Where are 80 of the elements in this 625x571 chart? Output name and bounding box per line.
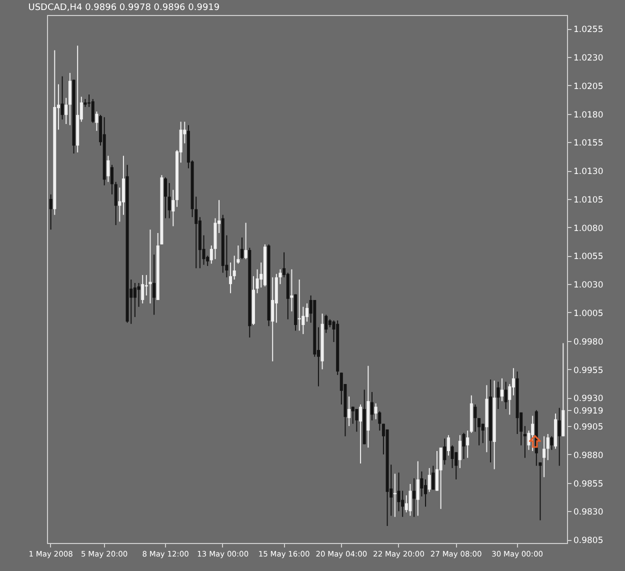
candlestick xyxy=(95,111,98,132)
candlestick xyxy=(232,255,236,280)
candlestick xyxy=(450,444,454,469)
y-tick-label: 0.9830 xyxy=(574,508,604,518)
candlestick xyxy=(504,381,508,410)
candlestick xyxy=(114,181,118,226)
candlestick xyxy=(359,404,362,464)
y-tick-label: 0.9930 xyxy=(574,394,604,404)
candlestick xyxy=(306,302,308,322)
candlestick xyxy=(68,72,72,126)
y-tick-label: 1.0005 xyxy=(574,308,604,319)
candlestick xyxy=(168,182,171,219)
candlestick xyxy=(424,478,428,508)
candlestick xyxy=(404,494,408,513)
y-tick-label: 1.0180 xyxy=(574,110,604,120)
candlestick xyxy=(64,97,68,125)
y-tick-label: 1.0030 xyxy=(574,280,604,291)
candlestick xyxy=(91,98,94,124)
chart-title: USDCAD,H4 0.9896 0.9978 0.9896 0.9919 xyxy=(28,3,220,13)
candlestick xyxy=(546,433,550,461)
candlestick xyxy=(172,189,175,227)
candlestick xyxy=(474,404,477,432)
candlestick xyxy=(240,237,244,260)
y-tick-label: 1.0105 xyxy=(574,195,604,206)
y-tick-label: 1.0205 xyxy=(574,82,604,92)
candlestick xyxy=(512,368,515,396)
candlestick xyxy=(106,155,110,182)
y-tick-label: 1.0255 xyxy=(574,25,604,36)
candlestick xyxy=(446,434,450,456)
y-tick-label: 0.9855 xyxy=(574,479,604,490)
candlestick xyxy=(110,164,114,195)
candlestick xyxy=(133,282,136,318)
candlestick xyxy=(49,194,52,230)
candlestick xyxy=(558,407,561,466)
y-tick-label: 0.9805 xyxy=(574,536,604,546)
y-tick-label: 0.9955 xyxy=(574,366,604,376)
candlestick xyxy=(462,432,466,460)
candlestick xyxy=(478,418,481,446)
y-tick-label: 0.9980 xyxy=(574,337,604,348)
candlestick xyxy=(496,381,500,410)
candlestick xyxy=(348,396,351,427)
candlestick xyxy=(298,279,301,332)
y-tick-label: 1.0230 xyxy=(574,54,604,64)
candlestick xyxy=(443,438,446,466)
candlestick xyxy=(436,450,438,492)
y-tick-label: 1.0080 xyxy=(574,224,604,234)
y-tick-label: 0.9919 xyxy=(574,406,604,417)
candlestick xyxy=(500,378,504,402)
candlestick xyxy=(244,222,248,260)
candlestick xyxy=(355,408,358,432)
candlestick xyxy=(152,254,156,316)
candlestick xyxy=(378,410,382,432)
candlestick xyxy=(229,262,232,294)
candlestick xyxy=(374,402,378,420)
candlestick xyxy=(550,436,554,450)
y-tick-label: 1.0055 xyxy=(574,252,604,262)
candlestick xyxy=(420,470,424,497)
candlestick xyxy=(408,483,412,516)
candlestick xyxy=(523,426,526,458)
candlestick xyxy=(141,274,144,304)
candlestick xyxy=(122,155,125,216)
candlestick xyxy=(432,465,435,490)
candlestick xyxy=(466,430,470,458)
candlestick xyxy=(351,406,354,424)
candlestick xyxy=(428,468,431,492)
candlestick xyxy=(542,436,546,478)
candlestick xyxy=(416,460,420,516)
candlestick xyxy=(60,76,64,120)
candlestick xyxy=(324,314,328,334)
y-tick-label: 1.0130 xyxy=(574,167,604,178)
y-tick-label: 0.9880 xyxy=(574,450,604,461)
y-tick-label: 1.0155 xyxy=(574,138,604,149)
candlestick xyxy=(271,276,274,362)
candlestick xyxy=(412,478,416,518)
candlestick xyxy=(370,391,374,421)
candlestick xyxy=(439,447,442,510)
y-tick-label: 0.9905 xyxy=(574,422,604,433)
candlestick xyxy=(164,176,168,219)
candlestick xyxy=(458,434,462,469)
candlestick xyxy=(137,282,140,308)
